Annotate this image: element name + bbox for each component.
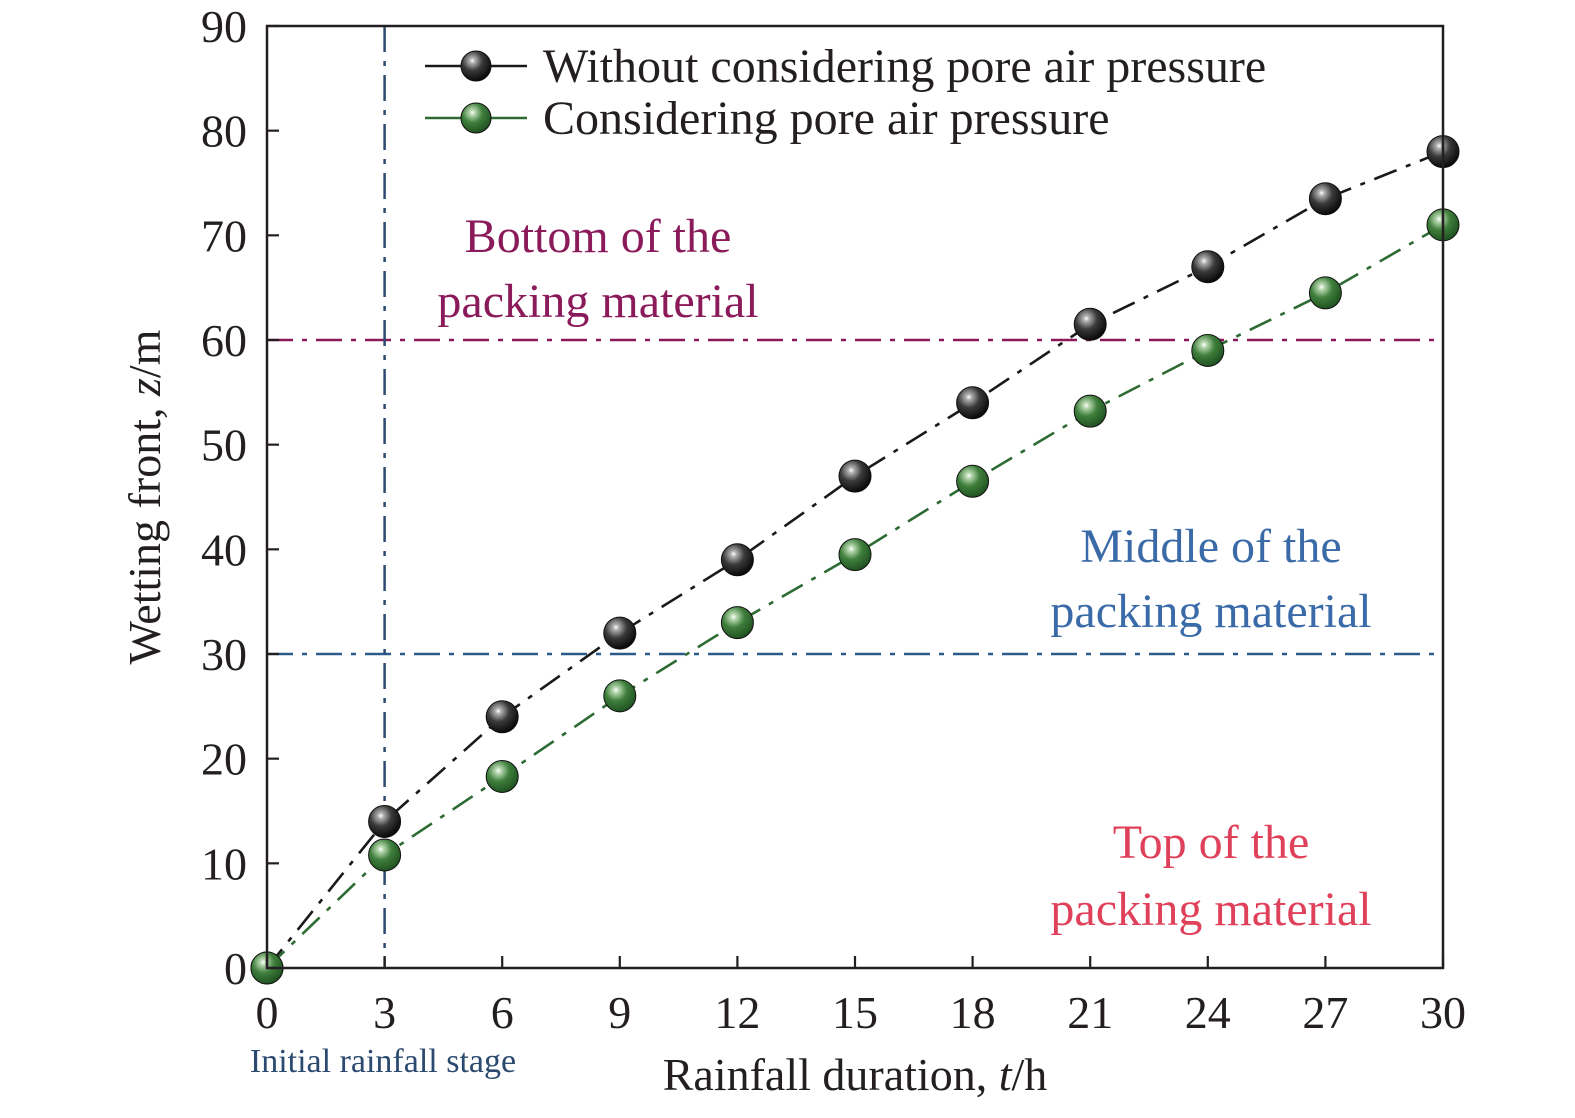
data-point-s2-6 xyxy=(956,464,990,498)
data-point-s2-2 xyxy=(485,759,519,793)
annotation-middle-packing-line-1: Middle of the xyxy=(1080,520,1341,573)
x-tick-label-21: 21 xyxy=(1067,987,1113,1038)
x-axis-title-unit: /h xyxy=(1011,1049,1047,1100)
y-tick-label-80: 80 xyxy=(201,106,247,157)
y-tick-label-90: 90 xyxy=(201,1,247,52)
y-axis-title: Wetting front, z/m xyxy=(119,329,170,664)
series-layer xyxy=(250,135,1460,985)
x-tick-label-3: 3 xyxy=(373,987,396,1038)
data-point-s1-8 xyxy=(1191,250,1225,284)
legend-label-2: Considering pore air pressure xyxy=(543,92,1110,145)
legend-marker-1 xyxy=(460,50,492,82)
y-axis-title-variable: z xyxy=(119,378,170,397)
annotation-bottom-packing-line-1: Bottom of the xyxy=(465,210,732,263)
annotation-top-packing-line-2: packing material xyxy=(1050,883,1371,936)
y-axis-title-unit: /m xyxy=(119,329,170,378)
y-tick-label-10: 10 xyxy=(201,838,247,889)
axes: 0 3 6 9 12 15 18 21 24 27 30 0 10 20 30 40 50 60 70 80 90 Rai… xyxy=(119,1,1466,1100)
y-tick-label-70: 70 xyxy=(201,210,247,261)
x-tick-label-9: 9 xyxy=(608,987,631,1038)
x-axis-title-variable: t xyxy=(999,1049,1013,1100)
x-tick-label-6: 6 xyxy=(491,987,514,1038)
x-axis-title: Rainfall duration, t/h xyxy=(663,1049,1048,1100)
y-tick-label-0: 0 xyxy=(224,943,247,994)
data-point-s1-4 xyxy=(720,543,754,577)
data-point-s1-6 xyxy=(956,386,990,420)
y-tick-label-50: 50 xyxy=(201,420,247,471)
data-point-s1-9 xyxy=(1308,182,1342,216)
y-axis-title-text: Wetting front, xyxy=(119,396,170,664)
annotation-bottom-packing-line-2: packing material xyxy=(437,275,758,328)
data-point-s1-7 xyxy=(1073,307,1107,341)
x-tick-label-18: 18 xyxy=(950,987,996,1038)
annotation-top-packing-line-1: Top of the xyxy=(1113,816,1310,869)
data-point-s2-5 xyxy=(838,538,872,572)
data-point-s1-5 xyxy=(838,459,872,493)
x-axis-title-text: Rainfall duration, xyxy=(663,1049,999,1100)
annotations: Without considering pore air pressureCon… xyxy=(250,40,1372,1080)
x-tick-label-27: 27 xyxy=(1302,987,1348,1038)
legend-marker-2 xyxy=(460,102,492,134)
x-tick-label-0: 0 xyxy=(256,987,279,1038)
x-tick-label-15: 15 xyxy=(832,987,878,1038)
annotation-middle-packing-line-2: packing material xyxy=(1050,585,1371,638)
data-point-s2-3 xyxy=(603,679,637,713)
y-tick-label-20: 20 xyxy=(201,734,247,785)
data-point-s1-2 xyxy=(485,700,519,734)
y-tick-label-40: 40 xyxy=(201,524,247,575)
x-tick-label-30: 30 xyxy=(1420,987,1466,1038)
data-point-s2-8 xyxy=(1191,333,1225,367)
data-point-s1-1 xyxy=(368,804,402,838)
legend-label-1: Without considering pore air pressure xyxy=(543,40,1266,93)
x-tick-label-24: 24 xyxy=(1185,987,1231,1038)
data-point-s2-7 xyxy=(1073,394,1107,428)
y-tick-label-60: 60 xyxy=(201,315,247,366)
x-tick-label-12: 12 xyxy=(714,987,760,1038)
data-point-s2-1 xyxy=(368,838,402,872)
y-tick-label-30: 30 xyxy=(201,629,247,680)
data-point-s2-4 xyxy=(720,606,754,640)
data-point-s2-9 xyxy=(1308,276,1342,310)
data-point-s1-3 xyxy=(603,616,637,650)
annotation-initial-rainfall-stage: Initial rainfall stage xyxy=(250,1043,516,1080)
